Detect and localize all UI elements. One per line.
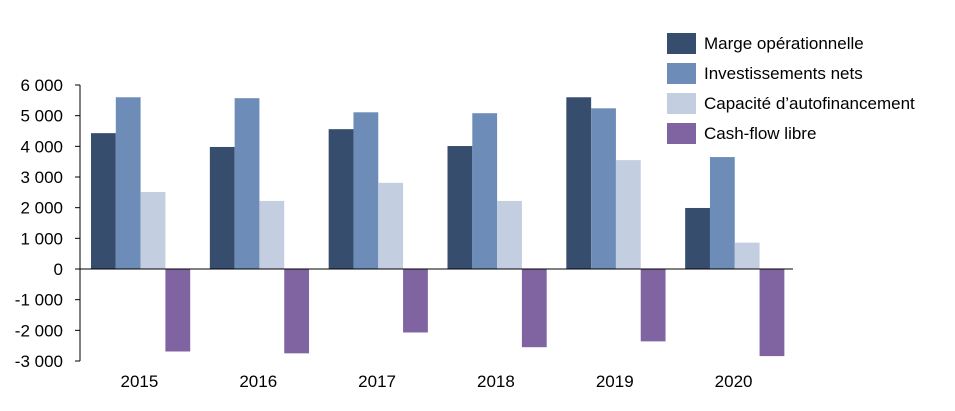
bar-0-2019	[566, 97, 592, 270]
y-tick-label: 1 000	[20, 229, 63, 248]
x-tick-label: 2017	[358, 372, 396, 391]
bar-1-2019	[591, 108, 616, 269]
y-tick-label: 3 000	[20, 168, 63, 187]
bar-2-2017	[378, 182, 404, 269]
legend-label: Cash-flow libre	[704, 123, 817, 143]
legend-label: Investissements nets	[704, 63, 863, 83]
bar-1-2017	[353, 112, 379, 269]
bar-0-2015	[91, 133, 116, 269]
bar-0-2020	[685, 207, 710, 269]
bar-1-2018	[472, 113, 498, 269]
y-tick-label: -1 000	[15, 291, 63, 310]
x-tick-label: 2019	[596, 372, 634, 391]
bar-2-2018	[497, 200, 522, 269]
bar-3-2020	[759, 269, 785, 357]
bar-2-2019	[615, 160, 641, 269]
bar-0-2016	[209, 146, 235, 269]
legend-item: Marge opérationnelle	[667, 33, 864, 54]
legend-label: Capacité d’autofinancement	[704, 93, 915, 113]
bar-3-2017	[403, 269, 428, 333]
x-tick-label: 2015	[121, 372, 159, 391]
y-tick-label: -3 000	[15, 352, 63, 371]
bar-1-2015	[115, 97, 141, 270]
y-tick-label: 2 000	[20, 199, 63, 218]
bar-1-2016	[234, 98, 260, 269]
bar-0-2018	[447, 146, 473, 269]
legend-swatch	[667, 33, 696, 54]
bar-2-2020	[734, 242, 760, 269]
legend-item: Investissements nets	[667, 63, 863, 84]
y-tick-label: 6 000	[20, 76, 63, 95]
legend-item: Cash-flow libre	[667, 123, 816, 144]
y-tick-label: 4 000	[20, 137, 63, 156]
bar-3-2015	[165, 269, 191, 352]
x-tick-label: 2020	[715, 372, 753, 391]
bar-1-2020	[709, 157, 735, 269]
y-tick-label: 0	[54, 260, 63, 279]
bar-0-2017	[328, 129, 354, 269]
bar-3-2018	[521, 269, 547, 348]
y-tick-label: -2 000	[15, 321, 63, 340]
legend-item: Capacité d’autofinancement	[667, 93, 915, 114]
bar-2-2015	[140, 192, 166, 269]
legend-swatch	[667, 123, 696, 144]
legend-label: Marge opérationnelle	[704, 33, 864, 53]
x-tick-label: 2016	[239, 372, 277, 391]
x-tick-label: 2018	[477, 372, 515, 391]
legend-swatch	[667, 63, 696, 84]
legend-swatch	[667, 93, 696, 114]
y-tick-label: 5 000	[20, 107, 63, 126]
bar-3-2016	[284, 269, 310, 354]
bar-2-2016	[259, 200, 285, 269]
bar-3-2019	[640, 269, 666, 342]
